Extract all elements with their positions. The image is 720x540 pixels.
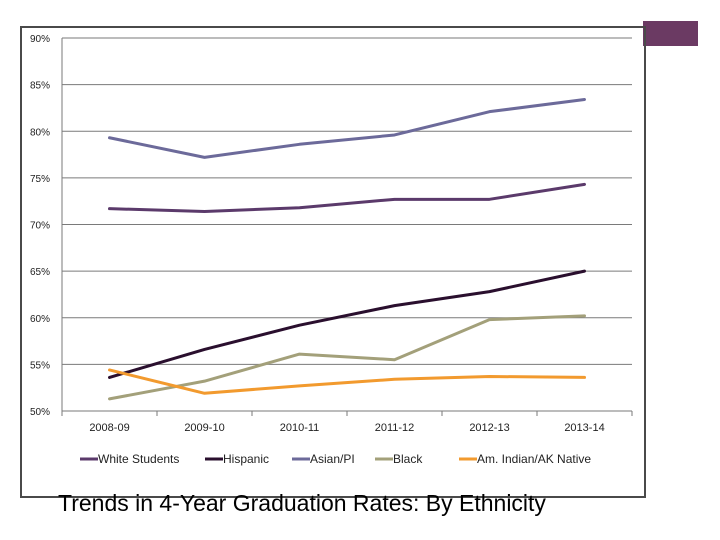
- grid-lines: [61, 37, 633, 416]
- y-tick-label: 70%: [30, 221, 50, 232]
- corner-accent: [643, 21, 698, 46]
- y-tick-label: 75%: [30, 174, 50, 185]
- legend-label: Asian/PI: [310, 452, 355, 466]
- y-tick-label: 80%: [30, 127, 50, 138]
- y-axis-ticks: 50% 55% 60% 65% 70% 75% 80% 85% 90%: [30, 34, 50, 418]
- legend-label: Hispanic: [223, 452, 269, 466]
- y-tick-label: 90%: [30, 34, 50, 45]
- legend-label: Black: [393, 452, 423, 466]
- series-line: [108, 314, 586, 401]
- series-lines: [108, 98, 586, 401]
- x-tick-label: 2013-14: [564, 422, 604, 434]
- legend: White Students Hispanic Asian/PI Black Am. I…: [80, 452, 591, 466]
- x-tick-label: 2011-12: [375, 422, 415, 434]
- x-tick-label: 2010-11: [280, 422, 320, 434]
- y-tick-label: 55%: [30, 360, 50, 371]
- legend-label: White Students: [98, 452, 179, 466]
- series-line: [108, 182, 586, 213]
- series-line: [108, 368, 586, 395]
- series-line: [108, 98, 586, 159]
- y-tick-label: 50%: [30, 407, 50, 418]
- x-tick-label: 2009-10: [184, 422, 224, 434]
- x-axis-ticks: 2008-09 2009-10 2010-11 2011-12 2012-13 2013-…: [89, 422, 604, 434]
- chart-frame: [20, 26, 646, 498]
- y-tick-label: 60%: [30, 314, 50, 325]
- legend-label: Am. Indian/AK Native: [477, 452, 591, 466]
- y-tick-label: 85%: [30, 81, 50, 92]
- x-tick-label: 2012-13: [469, 422, 509, 434]
- chart-title: Trends in 4-Year Graduation Rates: By Et…: [58, 490, 546, 516]
- series-line: [108, 269, 586, 379]
- y-tick-label: 65%: [30, 267, 50, 278]
- x-tick-label: 2008-09: [89, 422, 129, 434]
